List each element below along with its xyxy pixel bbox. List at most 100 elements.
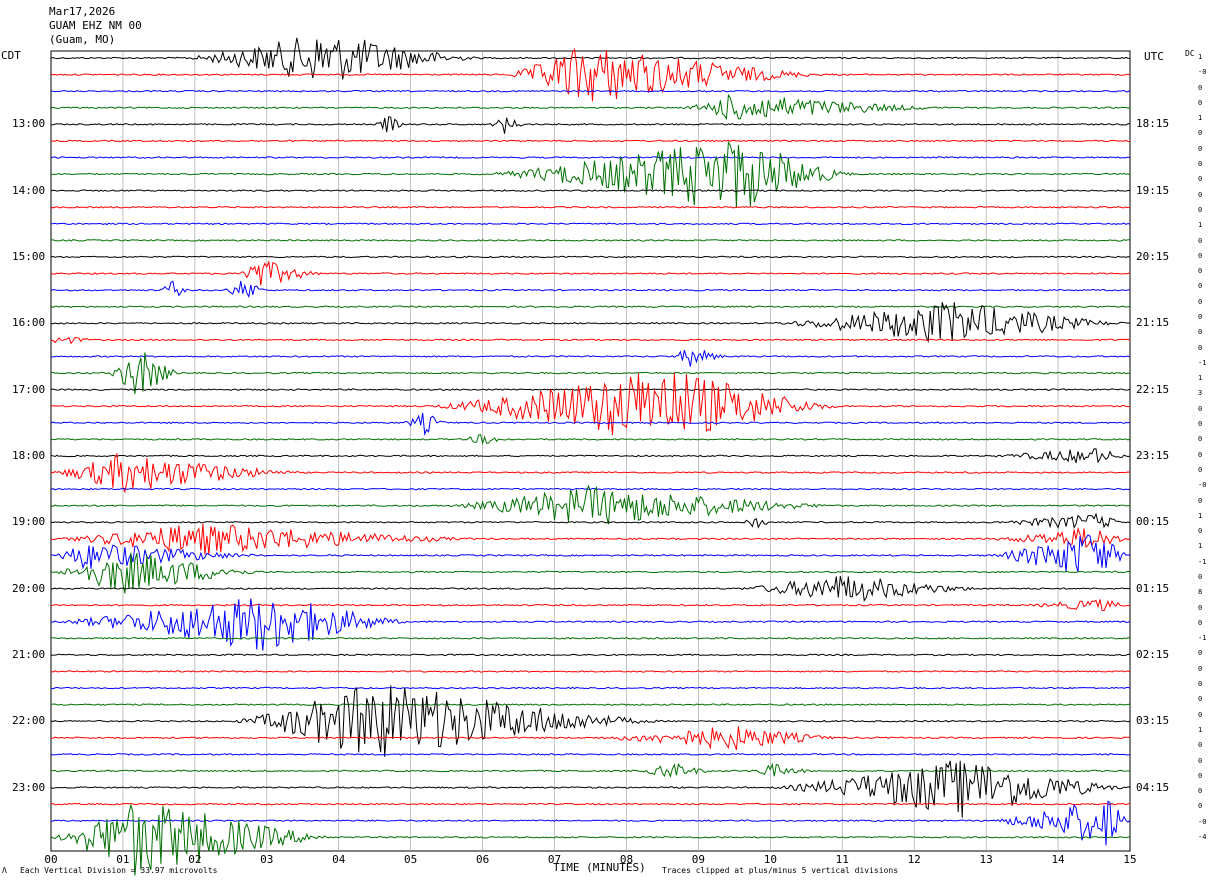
x-tick-labels: 00 01 02 03 04 05 06 07 08 09 10 11 12 13 14 15 xyxy=(44,853,1136,866)
dc-offset-value: 8 xyxy=(1198,588,1203,597)
dc-offset-value: 0 xyxy=(1198,741,1203,750)
left-hour-label: 16:00 xyxy=(12,316,46,330)
dc-offset-value: 0 xyxy=(1198,343,1203,352)
dc-offset-value: 0 xyxy=(1198,664,1203,673)
seismic-trace xyxy=(50,37,1131,80)
x-tick-label: 09 xyxy=(692,853,705,866)
x-tick-label: 11 xyxy=(836,853,849,866)
left-hour-label: 20:00 xyxy=(12,581,46,595)
seismic-trace xyxy=(50,336,1131,345)
left-hour-label: 21:00 xyxy=(12,647,46,661)
x-tick-label: 13 xyxy=(980,853,993,866)
left-hour-label: 15:00 xyxy=(12,249,46,263)
dc-offset-value: -0 xyxy=(1198,68,1207,77)
seismic-trace xyxy=(50,800,1131,846)
dc-offset-value: 0 xyxy=(1198,297,1203,306)
x-tick-label: 12 xyxy=(908,853,921,866)
dc-offset-value: -1 xyxy=(1198,557,1207,566)
x-tick-label: 14 xyxy=(1051,853,1065,866)
dc-offset-value: 0 xyxy=(1198,420,1203,429)
right-hour-label: 03:15 xyxy=(1136,714,1170,728)
seismic-trace xyxy=(50,93,1131,121)
right-hour-label: 00:15 xyxy=(1136,515,1170,529)
seismic-trace xyxy=(50,487,1131,491)
dc-offset-value: 0 xyxy=(1198,603,1203,612)
seismic-trace xyxy=(50,452,1131,494)
right-hour-label: 23:15 xyxy=(1136,448,1170,462)
dc-offset-value: 0 xyxy=(1198,282,1203,291)
dc-offset-value: 0 xyxy=(1198,98,1203,107)
station-label: GUAM EHZ NM 00 xyxy=(49,19,142,32)
dc-offset-value: -1 xyxy=(1198,634,1207,643)
seismic-trace xyxy=(50,753,1131,756)
seismic-trace xyxy=(50,349,1131,367)
dc-offset-value: 0 xyxy=(1198,144,1203,153)
right-hour-label: 19:15 xyxy=(1136,183,1170,197)
seismic-trace xyxy=(50,47,1131,102)
dc-offset-value: 0 xyxy=(1198,649,1203,658)
time-grid xyxy=(122,51,1059,851)
x-tick-label: 01 xyxy=(116,853,129,866)
right-hour-label: 22:15 xyxy=(1136,382,1170,396)
plot-frame xyxy=(50,50,1131,852)
x-tick-label: 02 xyxy=(188,853,201,866)
dc-offset-value: 0 xyxy=(1198,190,1203,199)
dc-offset-value: 0 xyxy=(1198,695,1203,704)
seismic-trace xyxy=(50,239,1131,242)
seismic-trace xyxy=(50,156,1131,159)
seismic-trace xyxy=(50,448,1131,464)
seismic-trace xyxy=(50,670,1131,673)
dc-offset-value: 0 xyxy=(1198,680,1203,689)
seismic-trace xyxy=(50,523,1131,555)
x-tick-label: 05 xyxy=(404,853,417,866)
seismic-trace xyxy=(50,205,1130,209)
seismic-trace xyxy=(50,189,1131,192)
seismic-trace xyxy=(50,372,1131,436)
seismic-trace xyxy=(50,434,1131,446)
dc-offset-value: 1 xyxy=(1198,374,1203,383)
seismic-trace xyxy=(50,637,1131,640)
dc-offset-value: 0 xyxy=(1198,527,1203,536)
right-timezone-label: UTC xyxy=(1144,50,1164,63)
left-hour-label: 17:00 xyxy=(12,382,46,396)
right-hour-label: 01:15 xyxy=(1136,581,1170,595)
seismic-trace xyxy=(50,653,1131,657)
x-tick-label: 15 xyxy=(1123,853,1136,866)
x-tick-label: 08 xyxy=(620,853,633,866)
seismic-trace xyxy=(50,802,1130,806)
left-hour-label: 13:00 xyxy=(12,117,46,131)
seismic-trace xyxy=(50,726,1130,751)
left-hour-label: 22:00 xyxy=(12,714,46,728)
dc-offset-value: 0 xyxy=(1198,496,1203,505)
right-hour-label: 21:15 xyxy=(1136,316,1170,330)
dc-offset-value: 0 xyxy=(1198,771,1203,780)
seismic-trace xyxy=(50,302,1131,344)
seismic-trace xyxy=(50,552,1131,594)
seismic-trace xyxy=(50,89,1131,93)
dc-offset-value: 0 xyxy=(1198,313,1203,321)
dc-offset-value: 1 xyxy=(1198,511,1203,520)
dc-offset-value: 0 xyxy=(1198,787,1203,796)
left-hour-label: 19:00 xyxy=(12,515,46,529)
left-hour-label: 23:00 xyxy=(12,780,46,794)
dc-offset-value: 0 xyxy=(1198,251,1203,260)
dc-offset-value: 0 xyxy=(1198,573,1203,581)
seismic-trace xyxy=(50,412,1131,436)
dc-offset-value: 3 xyxy=(1198,389,1203,398)
seismic-trace xyxy=(50,685,1131,757)
dc-offset-value: 1 xyxy=(1198,53,1203,61)
scale-note: Each Vertical Division = 33.97 microvolt… xyxy=(20,866,218,875)
seismic-trace xyxy=(50,512,1131,529)
seismic-trace xyxy=(51,534,1131,573)
dc-offset-value: 0 xyxy=(1198,267,1203,276)
right-hour-label: 18:15 xyxy=(1136,117,1170,131)
dc-offset-value: 0 xyxy=(1198,435,1203,444)
x-tick-label: 06 xyxy=(476,853,489,866)
dc-offset-value: 0 xyxy=(1198,205,1203,214)
left-hour-label: 14:00 xyxy=(12,183,46,197)
dc-offset-value: 0 xyxy=(1198,175,1203,184)
dc-offset-value: -4 xyxy=(1198,833,1207,841)
clip-note: Traces clipped at plus/minus 5 vertical … xyxy=(662,866,899,875)
seismic-trace xyxy=(50,280,1130,299)
x-axis-title: TIME (MINUTES) xyxy=(553,861,646,874)
